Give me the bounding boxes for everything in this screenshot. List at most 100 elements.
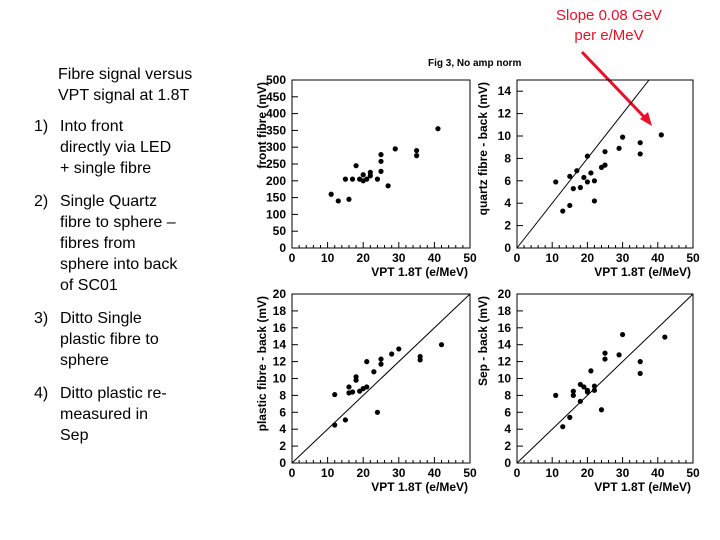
data-point bbox=[581, 174, 587, 181]
data-point bbox=[581, 384, 587, 390]
side-item-number: 3) bbox=[34, 310, 49, 327]
data-point bbox=[637, 151, 643, 157]
y-tick-label: 10 bbox=[498, 129, 512, 143]
y-tick-label: 12 bbox=[498, 107, 512, 121]
x-tick-label: 0 bbox=[289, 251, 296, 265]
diagonal-line bbox=[516, 293, 694, 464]
side-text: Fibre signal versus VPT signal at 1.8T 1… bbox=[22, 64, 222, 458]
data-point bbox=[620, 134, 626, 140]
data-point bbox=[360, 172, 366, 178]
data-point bbox=[364, 359, 370, 365]
y-tick-label: 6 bbox=[504, 405, 511, 419]
y-tick-label: 4 bbox=[279, 422, 286, 436]
data-point bbox=[602, 149, 608, 155]
data-point bbox=[584, 153, 591, 159]
data-point bbox=[662, 334, 668, 340]
side-item-text: Single Quartz fibre to sphere – fibres f… bbox=[60, 193, 178, 294]
side-item: 3) Ditto Single plastic fibre to sphere bbox=[22, 308, 222, 371]
data-point bbox=[332, 422, 338, 428]
x-tick-label: 10 bbox=[321, 251, 335, 265]
slope-annotation-line2: per e/MeV bbox=[574, 27, 644, 44]
data-point bbox=[637, 359, 643, 365]
x-tick-label: 40 bbox=[651, 251, 665, 265]
data-point bbox=[364, 384, 370, 390]
x-tick-label: 30 bbox=[616, 251, 630, 265]
data-point bbox=[374, 409, 381, 415]
y-tick-label: 12 bbox=[273, 355, 287, 369]
data-point bbox=[553, 179, 559, 185]
y-tick-label: 2 bbox=[504, 219, 511, 233]
x-tick-label: 40 bbox=[428, 251, 442, 265]
data-point bbox=[602, 162, 608, 168]
plot-front: 0 10 20 30 40 5005010015020025030035040045050… bbox=[255, 73, 477, 279]
x-tick-label: 0 bbox=[514, 251, 521, 265]
data-point bbox=[570, 392, 576, 398]
data-point bbox=[392, 146, 398, 152]
data-point bbox=[591, 198, 598, 204]
y-tick-label: 2 bbox=[279, 439, 286, 453]
x-tick-label: 30 bbox=[392, 466, 406, 480]
data-point bbox=[414, 153, 420, 159]
y-tick-label: 450 bbox=[266, 90, 286, 104]
y-tick-label: 8 bbox=[279, 388, 286, 402]
y-tick-label: 400 bbox=[266, 107, 286, 121]
y-tick-label: 2 bbox=[504, 439, 511, 453]
y-tick-label: 0 bbox=[504, 456, 511, 470]
data-point bbox=[584, 387, 591, 393]
y-tick-label: 16 bbox=[498, 321, 512, 335]
side-intro: Fibre signal versus VPT signal at 1.8T bbox=[58, 66, 193, 104]
side-item-number: 2) bbox=[34, 193, 49, 210]
slope-annotation-line1: Slope 0.08 GeV bbox=[556, 7, 662, 24]
slope-arrow bbox=[580, 50, 650, 123]
x-tick-label: 0 bbox=[514, 466, 521, 480]
y-tick-label: 0 bbox=[504, 241, 511, 255]
data-point bbox=[438, 342, 445, 348]
x-tick-label: 30 bbox=[392, 251, 406, 265]
data-point bbox=[349, 176, 356, 182]
slope-annotation: Slope 0.08 GeV per e/MeV bbox=[520, 6, 698, 46]
data-point bbox=[342, 176, 348, 182]
data-point bbox=[346, 196, 352, 202]
x-tick-label: 10 bbox=[321, 466, 335, 480]
y-tick-label: 6 bbox=[504, 174, 511, 188]
side-item-text: Ditto Single plastic fibre to sphere bbox=[60, 310, 159, 369]
x-tick-label: 50 bbox=[463, 251, 477, 265]
y-axis-title: front fibre (mV) bbox=[255, 82, 269, 169]
x-axis-title: VPT 1.8T (e/MeV) bbox=[371, 480, 468, 494]
y-tick-label: 4 bbox=[504, 196, 511, 210]
data-point bbox=[385, 183, 391, 189]
data-point bbox=[598, 407, 605, 413]
y-axis-title: plastic fibre - back (mV) bbox=[255, 296, 269, 431]
y-tick-label: 50 bbox=[273, 224, 287, 238]
y-tick-label: 100 bbox=[266, 207, 286, 221]
x-tick-label: 50 bbox=[686, 466, 700, 480]
plot-quartz: 0 10 20 30 40 50 0 2 4 6 8 10 12 14 VPT 1.8T (e/MeV) qu… bbox=[476, 79, 700, 279]
x-tick-label: 20 bbox=[357, 466, 371, 480]
y-tick-label: 4 bbox=[504, 422, 511, 436]
x-tick-label: 40 bbox=[428, 466, 442, 480]
y-axis-title: Sep - back (mV) bbox=[476, 296, 490, 386]
slope-arrow-head bbox=[640, 112, 652, 126]
y-tick-label: 150 bbox=[266, 191, 286, 205]
y-tick-label: 0 bbox=[279, 456, 286, 470]
data-point bbox=[346, 384, 352, 390]
figure-title: Fig 3, No amp norm bbox=[428, 58, 521, 69]
data-point bbox=[560, 208, 566, 214]
y-tick-label: 18 bbox=[498, 304, 512, 318]
data-point bbox=[328, 191, 334, 197]
side-item: 4) Ditto plastic re-measured in Sep bbox=[22, 383, 222, 446]
x-tick-label: 0 bbox=[289, 466, 296, 480]
data-point bbox=[577, 398, 583, 404]
data-point bbox=[553, 392, 559, 398]
data-point bbox=[349, 389, 356, 395]
data-point bbox=[567, 202, 573, 209]
data-point bbox=[591, 178, 598, 184]
data-point bbox=[637, 140, 643, 146]
side-item-text: Into front directly via LED + single fib… bbox=[60, 118, 172, 177]
data-point bbox=[567, 414, 573, 420]
data-point bbox=[414, 147, 420, 154]
y-tick-label: 200 bbox=[266, 174, 286, 188]
